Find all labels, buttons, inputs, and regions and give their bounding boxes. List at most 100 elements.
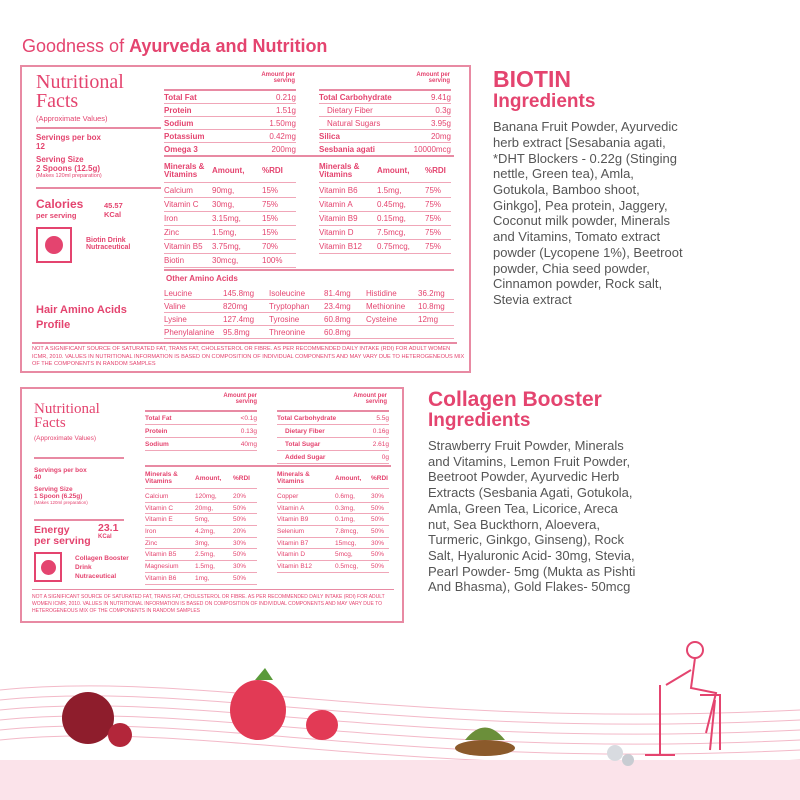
amount-header: Amount per serving [416,72,450,84]
nutrient-name: Vitamin D [277,551,306,559]
table-row: Vitamin D 5mcg, 50% [277,549,389,562]
nutrient-value: 12mg [418,314,439,324]
table-row: Potassium 0.42mg [164,130,296,143]
table-header-row: Minerals & Vitamins Amount, %RDI [319,159,451,183]
nutrient-name: Phenylalanine [164,327,215,337]
nutrient-name: Omega 3 [164,144,198,154]
nutrient-name: 20% [233,527,247,535]
servings: Servings per box 40 [34,467,87,481]
energy-value: 23.1 KCal [98,522,119,540]
column-header: Amount, [335,475,362,482]
table-row: Iron 3.15mg, 15% [164,212,296,226]
nutrient-value: 0.75mcg, [377,242,410,251]
nutrient-name: Lysine [164,314,187,324]
nutrient-name: 30% [371,539,385,547]
nutrient-value: 0.21g [275,92,296,102]
footnote: Not a significant source of saturated fa… [32,346,465,368]
product-logo [34,552,62,582]
nutrient-name: 100% [262,256,283,265]
table-row: Lysine 127.4mg Tyrosine 60.8mg Cysteine 12mg [164,313,454,326]
nutrient-name: Histidine [366,288,397,298]
nf-title: Nutritional Facts [34,401,100,432]
nutrient-value: 1.50mg [269,118,296,128]
nutrient-name: Dietary Fiber [285,427,325,435]
product-name: Biotin Drink Nutraceutical [86,237,131,251]
nutrient-name: 75% [262,200,279,209]
table-row: Sodium 1.50mg [164,117,296,130]
table-row: Vitamin A 0.3mg, 50% [277,503,389,515]
table-row: Copper 0.6mg, 30% [277,491,389,503]
table-row: Vitamin B9 0.1mg, 50% [277,514,389,527]
nutrient-value: 60.8mg [324,314,351,324]
nutrient-value: 0.6mg, [335,492,355,500]
nutrient-name: Protein [145,427,168,435]
approx-note: (Approximate Values) [34,435,97,442]
nutrient-name: Vitamin B9 [319,214,358,223]
nutrient-value: 81.4mg [324,288,351,298]
nutrient-name: Total Fat [145,414,172,422]
table-row: Dietary Fiber 0.16g [277,425,389,438]
nutrient-value: 200mg [271,144,296,154]
nutrient-name: 75% [425,228,442,237]
table-row: Vitamin B7 15mcg, 30% [277,538,389,550]
nutrient-name: Added Sugar [285,453,326,461]
table-row: Vitamin B9 0.15mg, 75% [319,212,451,226]
table-row: Valine 820mg Tryptophan 23.4mg Methionine 10.… [164,300,454,313]
nutrient-name: Biotin [164,256,185,265]
amount-header: Amount per serving [261,72,295,84]
table-row: Vitamin B12 0.5mcg, 50% [277,561,389,573]
amount-header: Amount per serving [223,393,257,405]
nutrient-name: 20% [233,492,247,500]
nutrient-name: 50% [233,516,247,524]
table-row: Total Fat <0.1g [145,412,257,425]
table-row: Iron 4.2mg, 20% [145,526,257,538]
product-logo [36,227,72,263]
nutrient-name: Vitamin B5 [164,242,203,251]
nutrient-value: 0.3g [435,105,451,115]
table-row: Biotin 30mcg, 100% [164,254,296,268]
nutrient-name: Cysteine [366,314,398,324]
product-title: BIOTIN [493,66,571,92]
nutrient-name: Zinc [145,539,158,547]
nutrient-value: 20mg [430,131,451,141]
table-row: Silica 20mg [319,130,451,143]
nutrient-name: 50% [371,562,385,570]
nutrient-name: Vitamin B6 [319,186,358,195]
nutrient-value: 0.13g [240,427,257,435]
table-row: Vitamin D 7.5mcg, 75% [319,226,451,240]
table-row: Added Sugar 0g [277,451,389,464]
raspberry-icon [230,668,338,740]
nutrient-value: 3mg, [195,539,210,547]
nutrient-name: 50% [371,551,385,559]
nutrient-value: 820mg [223,301,248,311]
nutrient-name: Vitamin C [164,200,199,209]
nutrient-value: 1mg, [195,574,210,582]
page-title: Goodness of Ayurveda and Nutrition [22,36,328,56]
nutrient-name: Tyrosine [269,314,300,324]
nutrient-value: 120mg, [195,492,217,500]
nutrient-name: Sodium [145,440,169,448]
nutrient-value: 0.42mg [269,131,296,141]
nutrient-value: 0.16g [372,427,389,435]
table-row: Protein 0.13g [145,425,257,438]
nutrient-name: 50% [233,551,247,559]
calories: Calories per serving [36,197,84,220]
energy: Energy per serving [34,524,91,547]
nutrient-value: 1.5mg, [212,228,237,237]
nutrient-name: 30% [233,562,247,570]
nutrient-name: Vitamin D [319,228,354,237]
nutrient-value: 0g [381,453,389,461]
biotin-nutrition-panel: Nutritional Facts (Approximate Values) Se… [20,65,471,373]
column-header: Minerals & Vitamins [164,161,205,179]
column-header: %RDI [233,475,250,482]
nutrient-name: Vitamin B5 [145,551,177,559]
nutrient-value: 5mg, [195,516,210,524]
nutrient-name: Vitamin A [319,200,353,209]
serving-size: Serving Size 2 Spoons (12.5g) (Makes 120ml… [36,155,102,179]
nutrient-value: 0.45mg, [377,200,406,209]
nutrient-value: 0.3mg, [335,504,355,512]
nutrient-name: Sodium [164,118,194,128]
approx-note: (Approximate Values) [36,114,108,123]
nutrient-name: Copper [277,492,299,500]
nutrient-value: 145.8mg [223,288,255,298]
